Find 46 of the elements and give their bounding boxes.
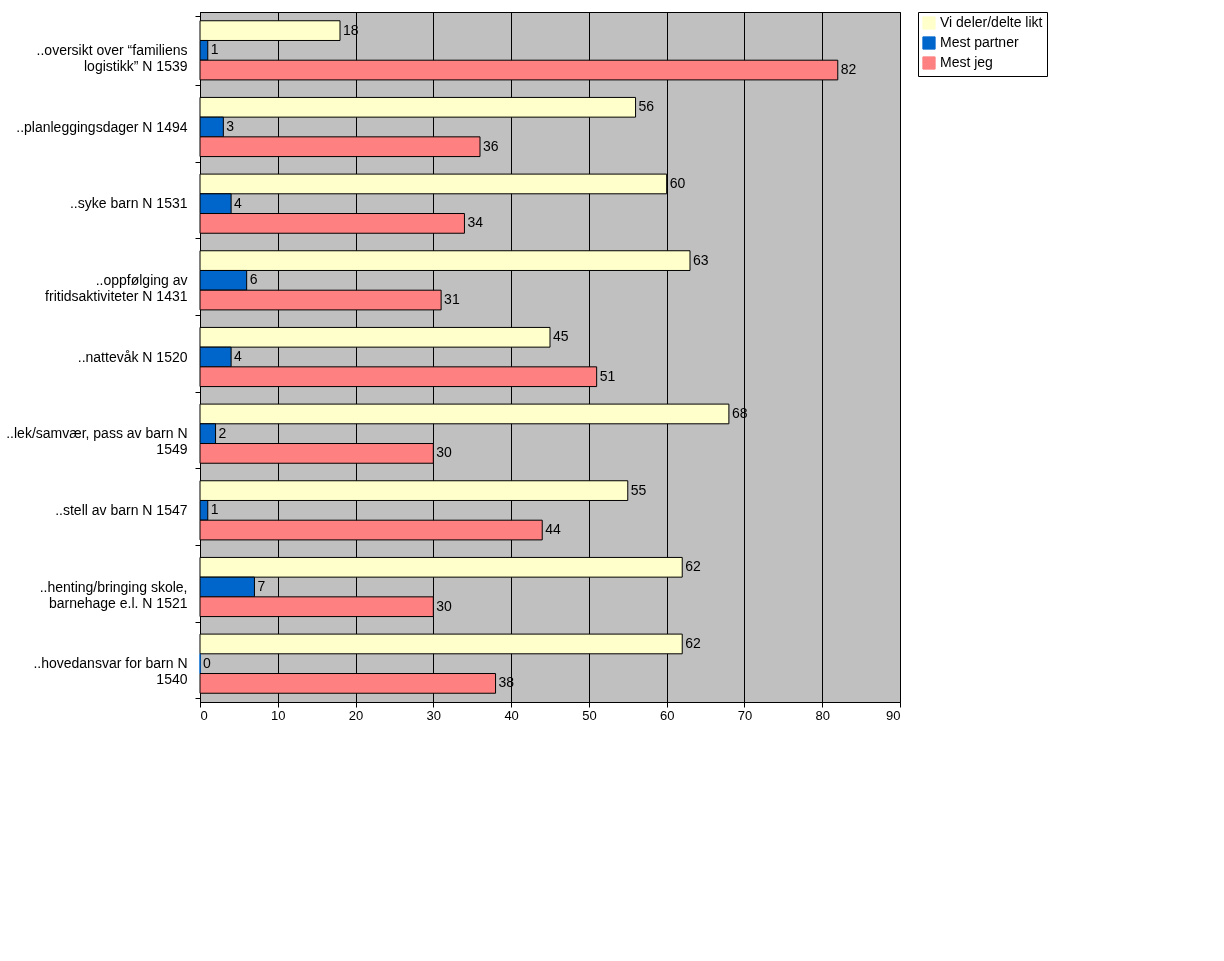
data-label: 63 <box>693 251 709 268</box>
data-label: 2 <box>218 424 227 441</box>
y-tick-label: ..oppfølging av fritidsaktiviteter N 1431 <box>45 271 188 304</box>
y-tick-label: ..oversikt over “familiens logistikk” N 1539 <box>36 41 188 74</box>
y-tick-label: ..nattevåk N 1520 <box>77 348 188 365</box>
legend-label: Mest jeg <box>940 54 993 70</box>
data-label: 44 <box>545 521 562 538</box>
data-label: 56 <box>638 98 655 115</box>
x-tick-label: 50 <box>582 707 597 723</box>
y-tick-label: ..stell av barn N 1547 <box>55 501 188 518</box>
y-tick-label: ..syke barn N 1531 <box>69 195 188 212</box>
data-label: 0 <box>203 654 211 671</box>
data-label: 30 <box>436 597 453 614</box>
y-tick-label: ..hovedansvar for barn N 1540 <box>33 655 188 688</box>
x-tick-label: 10 <box>271 707 286 723</box>
data-label: 55 <box>630 481 647 498</box>
data-label: 31 <box>444 291 460 308</box>
legend-label: Mest partner <box>940 34 1019 50</box>
data-label: 45 <box>553 328 569 345</box>
data-label: 4 <box>234 348 243 364</box>
data-label: 7 <box>257 578 266 594</box>
data-label: 36 <box>483 137 499 154</box>
data-label: 3 <box>226 118 235 134</box>
x-tick-label: 60 <box>659 707 675 723</box>
x-tick-label: 0 <box>200 707 208 723</box>
data-label: 30 <box>436 444 453 461</box>
data-label: 1 <box>210 501 219 518</box>
x-tick-label: 30 <box>426 707 442 723</box>
data-label: 60 <box>669 174 686 191</box>
data-label: 82 <box>840 61 857 78</box>
x-tick-label: 90 <box>886 707 901 723</box>
legend-label: Vi deler/delte likt <box>940 14 1043 30</box>
data-label: 6 <box>249 271 258 288</box>
y-tick-label: ..henting/bringing skole, barnehage e.l. N 1521 <box>39 578 188 611</box>
data-label: 1 <box>210 41 219 58</box>
data-label: 4 <box>234 194 243 211</box>
x-tick-label: 20 <box>348 707 364 723</box>
x-tick-label: 80 <box>815 707 830 723</box>
data-label: 62 <box>685 558 702 575</box>
data-label: 34 <box>467 214 484 231</box>
x-tick-label: 70 <box>737 707 753 723</box>
data-label: 51 <box>599 367 616 384</box>
y-tick-label: ..planleggingsdager N 1494 <box>16 118 188 135</box>
data-label: 62 <box>685 634 702 651</box>
x-tick-label: 40 <box>504 707 519 723</box>
y-tick-label: ..lek/samvær, pass av barn N 1549 <box>6 425 188 458</box>
